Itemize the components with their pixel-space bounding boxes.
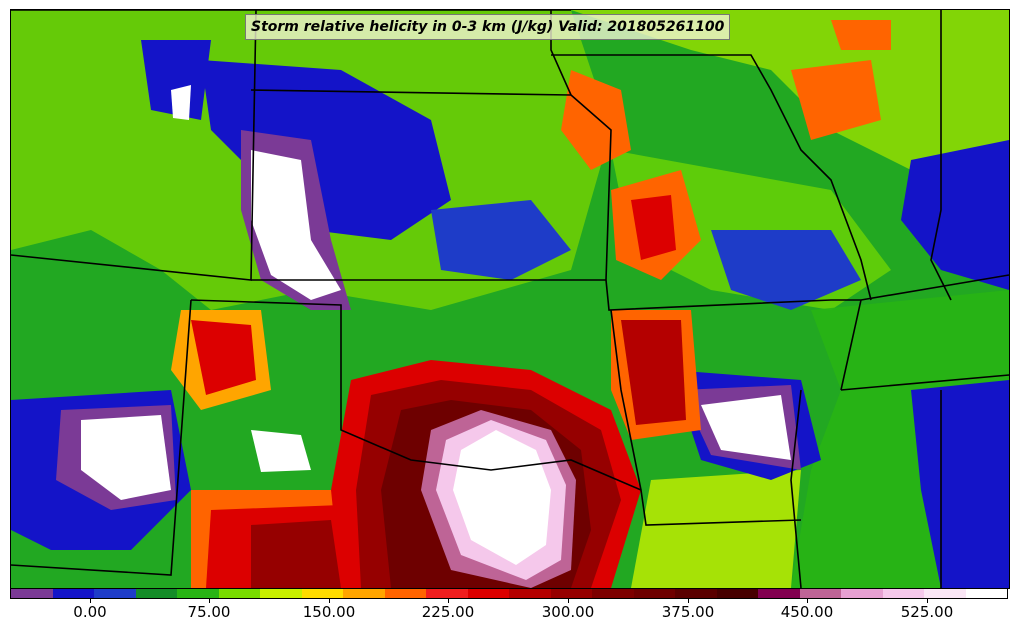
colorbar-tick-mark [329, 599, 330, 603]
colorbar-swatch [135, 589, 177, 598]
colorbar-swatch [592, 589, 634, 598]
colorbar-tick-mark [448, 599, 449, 603]
colorbar-tick-label: 75.00 [187, 603, 231, 621]
colorbar-tick-label: 225.00 [421, 603, 475, 621]
colorbar-tick-label: 450.00 [780, 603, 834, 621]
colorbar-tick-label: 0.00 [73, 603, 107, 621]
colorbar-swatch [301, 589, 343, 598]
colorbar-swatch [260, 589, 302, 598]
colorbar-swatch [841, 589, 883, 598]
colorbar-swatch [509, 589, 551, 598]
colorbar-swatch [882, 589, 924, 598]
colorbar-swatch [177, 589, 219, 598]
colorbar-swatch [716, 589, 758, 598]
colorbar-tick-label: 150.00 [302, 603, 356, 621]
colorbar-swatch [218, 589, 260, 598]
colorbar-swatch [799, 589, 841, 598]
colorbar-tick-mark [807, 599, 808, 603]
colorbar-swatch [467, 589, 509, 598]
colorbar-tick-label: 375.00 [661, 603, 715, 621]
colorbar-ticks: 0.00 75.00 150.00 225.00 300.00 375.00 450.00 5… [10, 599, 1008, 633]
colorbar-swatch [11, 589, 53, 598]
colorbar-swatch [52, 589, 94, 598]
colorbar-tick-mark [568, 599, 569, 603]
colorbar-tick-mark [927, 599, 928, 603]
colorbar-swatch [758, 589, 800, 598]
colorbar-swatch [965, 589, 1007, 598]
colorbar-swatch [343, 589, 385, 598]
colorbar-swatch [384, 589, 426, 598]
colorbar-tick-label: 300.00 [541, 603, 595, 621]
colorbar-swatch [426, 589, 468, 598]
colorbar-tick-mark [688, 599, 689, 603]
map-area [10, 9, 1010, 589]
colorbar-swatch [94, 589, 136, 598]
colorbar-swatch [550, 589, 592, 598]
colorbar-swatch [924, 589, 966, 598]
colorbar-tick-mark [90, 599, 91, 603]
colorbar-swatch [675, 589, 717, 598]
helicity-contour-map [11, 10, 1009, 588]
map-title: Storm relative helicity in 0-3 km (J/kg)… [245, 14, 731, 40]
colorbar [10, 588, 1008, 599]
colorbar-tick-mark [209, 599, 210, 603]
colorbar-tick-label: 525.00 [900, 603, 954, 621]
colorbar-swatch [633, 589, 675, 598]
